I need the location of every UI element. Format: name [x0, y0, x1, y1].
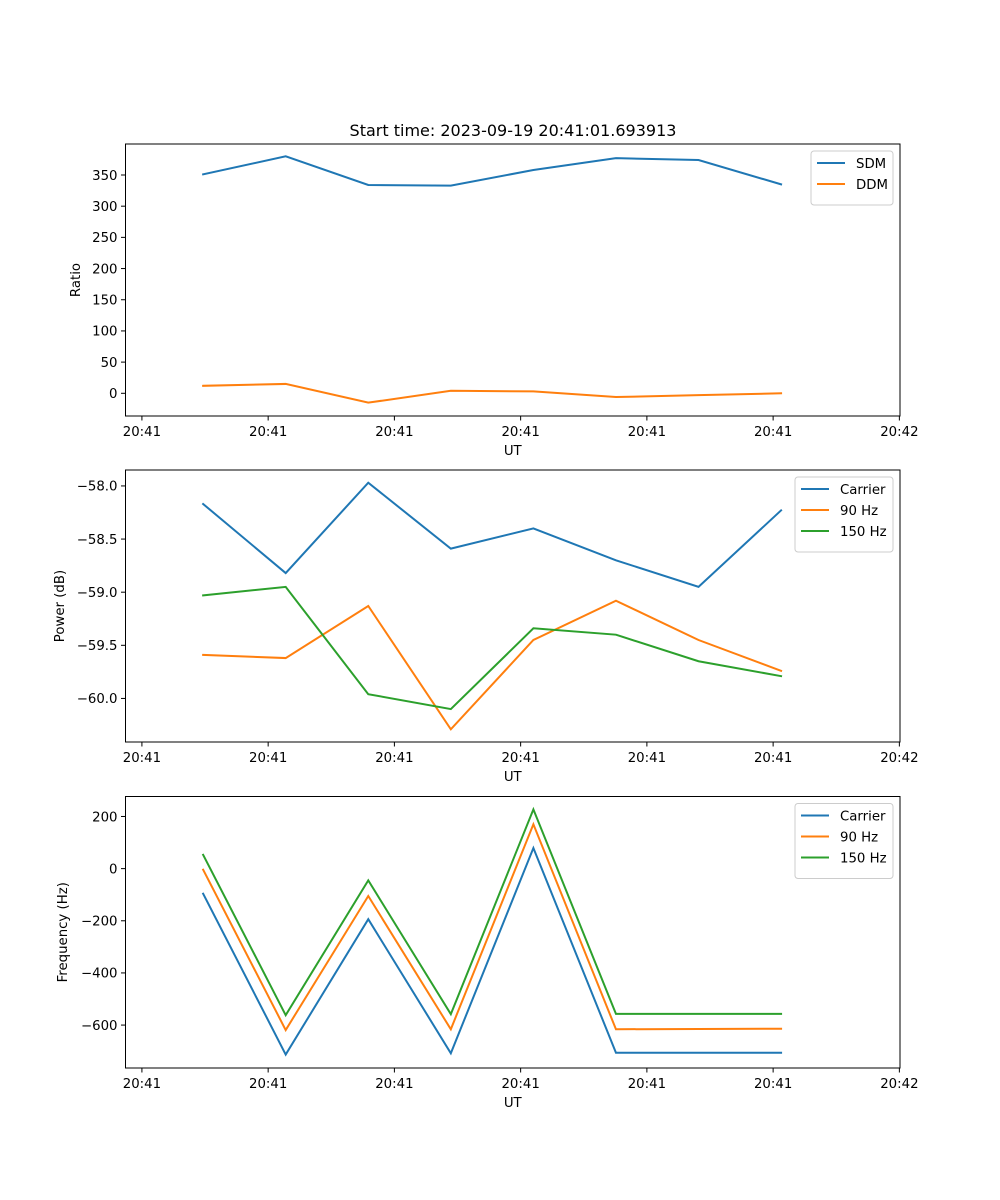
chart-title: Start time: 2023-09-19 20:41:01.693913 — [350, 121, 677, 140]
y-tick-label: 0 — [109, 387, 117, 402]
panel-ratio: 20:41 20:41 20:41 20:41 20:41 20:41 20:42 0 50 10… — [69, 143, 919, 459]
legend: SDM DDM — [810, 150, 894, 206]
legend-frame — [794, 476, 894, 553]
y-tick-label: −200 — [81, 915, 118, 930]
x-tick-label: 20:41 — [501, 425, 539, 440]
x-tick-label: 20:41 — [249, 1077, 287, 1092]
x-tick-label: 20:41 — [501, 751, 539, 766]
x-tick-label: 20:41 — [501, 1077, 539, 1092]
x-tick-label: 20:41 — [628, 751, 666, 766]
x-tick-label: 20:41 — [754, 751, 792, 766]
x-tick-label: 20:41 — [628, 1077, 666, 1092]
legend: Carrier 90 Hz 150 Hz — [794, 803, 894, 879]
x-axis-label: UT — [504, 444, 523, 459]
series-line-carrier — [201, 845, 783, 1057]
y-tick-label: −58.5 — [77, 533, 118, 548]
x-tick-label: 20:41 — [375, 425, 413, 440]
x-tick-label: 20:41 — [628, 425, 666, 440]
y-tick-label: −59.5 — [77, 639, 118, 654]
legend-frame — [794, 803, 894, 879]
y-tick-label: 200 — [92, 262, 117, 277]
legend-label: Carrier — [840, 483, 886, 498]
x-tick-label: 20:42 — [880, 751, 918, 766]
axes-frame — [125, 796, 901, 1069]
legend-label: DDM — [856, 178, 888, 193]
y-tick-label: 350 — [92, 169, 117, 184]
series-line-150-hz — [201, 806, 783, 1018]
legend-label: 90 Hz — [840, 504, 878, 519]
x-tick-label: 20:42 — [880, 1077, 918, 1092]
y-tick-label: 300 — [92, 200, 117, 215]
x-axis-label: UT — [504, 1096, 523, 1111]
x-tick-label: 20:42 — [880, 425, 918, 440]
panel-power: 20:41 20:41 20:41 20:41 20:41 20:41 20:42 −60.0… — [53, 469, 919, 785]
y-axis-label: Power (dB) — [53, 570, 68, 642]
y-axis-label: Ratio — [69, 263, 84, 297]
series-line-ddm — [202, 382, 783, 404]
legend-frame — [810, 150, 894, 206]
x-tick-label: 20:41 — [375, 751, 413, 766]
series-line-sdm — [201, 155, 783, 187]
series-line-150-hz — [202, 585, 783, 711]
series-line-carrier — [201, 481, 783, 589]
y-tick-label: 150 — [92, 294, 117, 309]
y-tick-label: 250 — [92, 231, 117, 246]
series-line-90-hz — [201, 821, 783, 1033]
x-tick-label: 20:41 — [375, 1077, 413, 1092]
x-tick-label: 20:41 — [754, 1077, 792, 1092]
x-tick-label: 20:41 — [249, 425, 287, 440]
x-tick-label: 20:41 — [249, 751, 287, 766]
y-tick-label: 50 — [101, 356, 118, 371]
y-tick-label: 100 — [92, 325, 117, 340]
y-tick-label: −59.0 — [77, 586, 118, 601]
legend-label: 150 Hz — [840, 525, 887, 540]
legend-label: Carrier — [840, 810, 886, 825]
y-axis-label: Frequency (Hz) — [56, 882, 71, 982]
legend-label: 90 Hz — [840, 831, 878, 846]
panel-frequency: 20:41 20:41 20:41 20:41 20:41 20:41 20:42 −600 −… — [56, 796, 919, 1111]
y-tick-label: −60.0 — [77, 692, 118, 707]
x-tick-label: 20:41 — [123, 751, 161, 766]
series-line-90-hz — [202, 599, 783, 731]
y-tick-label: 0 — [109, 862, 117, 877]
x-tick-label: 20:41 — [754, 425, 792, 440]
x-tick-label: 20:41 — [123, 425, 161, 440]
legend: Carrier 90 Hz 150 Hz — [794, 476, 894, 553]
legend-label: 150 Hz — [840, 852, 887, 867]
x-axis-label: UT — [504, 770, 523, 785]
legend-label: SDM — [856, 157, 886, 172]
y-tick-label: 200 — [92, 810, 117, 825]
axes-frame — [125, 469, 901, 743]
y-tick-label: −58.0 — [77, 480, 118, 495]
y-tick-label: −400 — [81, 967, 118, 982]
axes-frame — [125, 143, 901, 417]
x-tick-label: 20:41 — [123, 1077, 161, 1092]
y-tick-label: −600 — [81, 1019, 118, 1034]
